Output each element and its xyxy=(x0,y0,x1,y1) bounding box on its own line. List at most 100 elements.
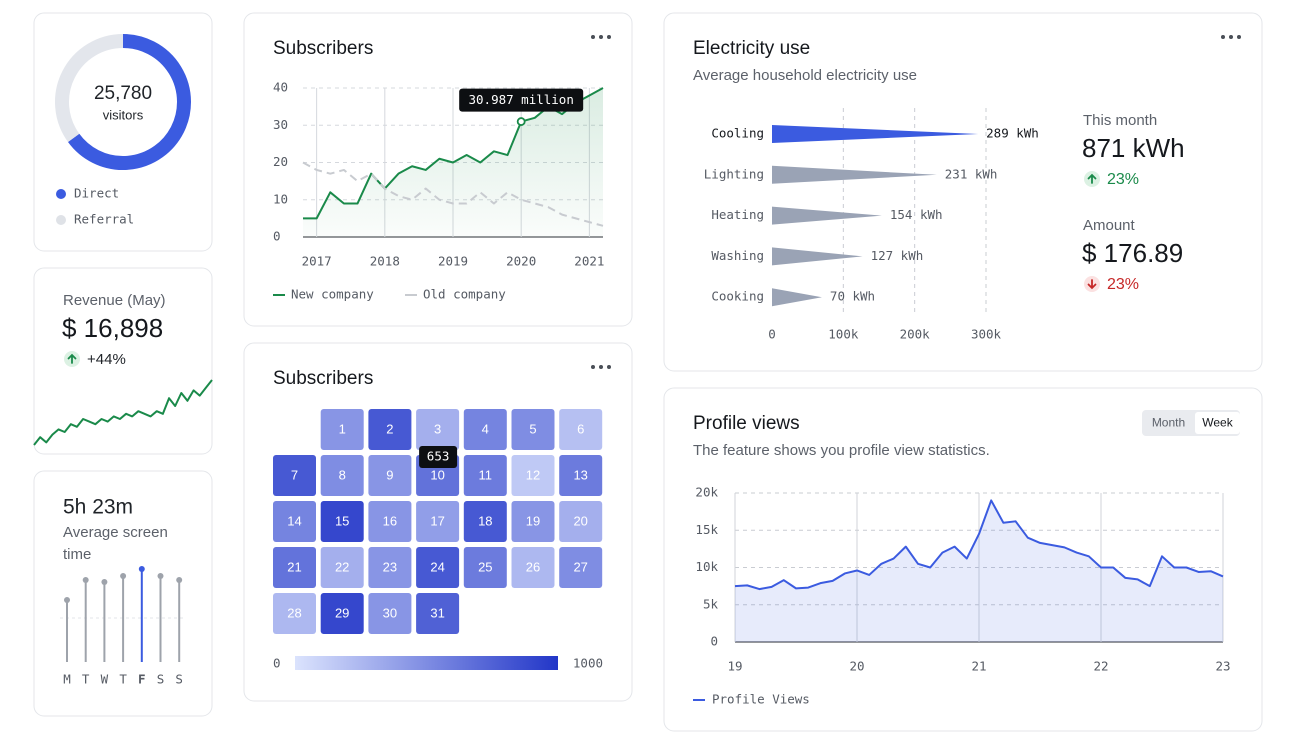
x-tick-label: 0 xyxy=(768,327,776,342)
y-tick-label: 10 xyxy=(273,191,288,206)
x-tick-label: 19 xyxy=(727,659,742,674)
tooltip-box xyxy=(419,446,458,468)
y-tick-label: 30 xyxy=(273,117,288,132)
tooltip-label: 653 xyxy=(427,449,450,464)
card-title: Profile views xyxy=(693,413,800,434)
heatmap-cell xyxy=(463,409,507,450)
cell-label: 20 xyxy=(573,513,587,528)
legend-label: Referral xyxy=(74,212,134,227)
tooltip-label: 30.987 million xyxy=(469,92,574,107)
x-tick-label: 2020 xyxy=(506,254,536,269)
center-label: visitors xyxy=(103,107,144,122)
heatmap-cell xyxy=(416,409,460,450)
lollipop-dot xyxy=(64,597,70,603)
heatmap-cell xyxy=(559,501,603,542)
cell-label: 23 xyxy=(383,559,397,574)
x-tick-label: 200k xyxy=(900,327,931,342)
donut-segment xyxy=(55,34,124,142)
category-label: Cooling xyxy=(711,126,764,141)
menu-button[interactable] xyxy=(1221,35,1241,39)
cell-label: 15 xyxy=(335,513,349,528)
cell-label: 7 xyxy=(291,467,298,482)
lollipop-dot xyxy=(176,577,183,583)
x-tick-label: 2019 xyxy=(438,254,468,269)
category-label: Heating xyxy=(711,207,764,222)
legend-label: Profile Views xyxy=(712,692,810,707)
cell-label: 24 xyxy=(430,559,444,574)
cell-label: 5 xyxy=(529,421,536,436)
card-title: Subscribers xyxy=(273,368,373,389)
cell-label: 17 xyxy=(430,513,444,528)
cell-label: 27 xyxy=(573,559,587,574)
cell-label: 10 xyxy=(430,467,444,482)
electricity-card xyxy=(663,12,1263,372)
stat-change: 23% xyxy=(1107,276,1139,293)
heatmap-cell xyxy=(463,455,507,496)
change-arrow xyxy=(67,353,77,364)
value-label: 289 kWh xyxy=(986,126,1039,141)
menu-button[interactable] xyxy=(591,35,611,39)
cell-label: 31 xyxy=(430,605,444,620)
lollipop-dot xyxy=(101,579,108,585)
toggle-button[interactable] xyxy=(1195,412,1240,434)
cell-label: 21 xyxy=(287,559,301,574)
stat-label: Amount xyxy=(1083,217,1136,234)
heatmap-cell xyxy=(559,455,603,496)
cell-label: 18 xyxy=(478,513,492,528)
value-label: 70 kWh xyxy=(830,289,875,304)
y-tick-label: 20 xyxy=(273,154,288,169)
scale-tick-label: 1000 xyxy=(573,656,603,671)
cell-label: 25 xyxy=(478,559,492,574)
legend-marker xyxy=(56,189,66,199)
stat-value: 871 kWh xyxy=(1082,133,1185,163)
x-tick-label: 21 xyxy=(971,659,986,674)
day-label: T xyxy=(119,672,127,687)
card-subtitle: Average screen time xyxy=(63,524,168,563)
heatmap-cell xyxy=(320,547,364,588)
value-label: 127 kWh xyxy=(871,248,924,263)
heatmap-cell xyxy=(416,593,460,634)
heatmap-cell xyxy=(368,455,412,496)
highlight-point xyxy=(516,117,526,126)
legend-label: Old company xyxy=(423,287,506,302)
heatmap-cell xyxy=(511,547,555,588)
x-tick-label: 22 xyxy=(1093,659,1108,674)
scale-tick-label: 0 xyxy=(273,656,281,671)
menu-button[interactable] xyxy=(591,365,611,369)
cell-label: 11 xyxy=(479,467,493,482)
day-label: S xyxy=(157,672,165,687)
donut-segment xyxy=(67,34,191,170)
x-tick-label: 2017 xyxy=(302,254,332,269)
cell-label: 22 xyxy=(335,559,349,574)
cell-label: 12 xyxy=(526,467,540,482)
heatmap-cell xyxy=(511,409,555,450)
heatmap-cell xyxy=(511,501,555,542)
series-line xyxy=(302,161,604,227)
cell-label: 30 xyxy=(383,605,397,620)
y-tick-label: 5k xyxy=(703,596,719,611)
legend-marker xyxy=(56,215,66,225)
cell-label: 9 xyxy=(386,467,393,482)
cell-label: 1 xyxy=(339,421,346,436)
x-tick-label: 20 xyxy=(849,659,864,674)
category-label: Lighting xyxy=(704,166,764,181)
y-tick-label: 40 xyxy=(273,80,288,95)
toggle-label[interactable]: Week xyxy=(1202,416,1233,430)
card-title: Subscribers xyxy=(273,38,373,59)
heatmap-cell xyxy=(463,547,507,588)
cell-label: 8 xyxy=(339,467,346,482)
toggle-label[interactable]: Month xyxy=(1152,416,1185,430)
profile-views-card xyxy=(663,387,1263,732)
y-tick-label: 0 xyxy=(273,229,281,244)
day-label: F xyxy=(138,672,146,687)
bar xyxy=(772,206,882,225)
heatmap-cell xyxy=(511,455,555,496)
bar xyxy=(772,125,979,143)
x-tick-label: 2021 xyxy=(574,254,604,269)
day-label: W xyxy=(101,672,109,687)
legend-label: New company xyxy=(291,287,374,302)
heatmap-cell xyxy=(368,547,412,588)
heatmap-cell xyxy=(416,501,460,542)
day-label: M xyxy=(63,672,71,687)
